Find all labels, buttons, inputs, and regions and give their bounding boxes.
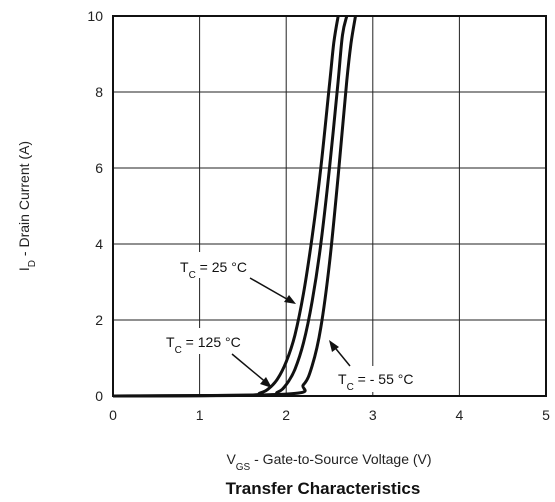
y-tick-label: 6: [95, 160, 103, 176]
x-tick-label: 5: [542, 407, 550, 423]
x-tick-label: 2: [282, 407, 290, 423]
curve-minus55c: [112, 15, 357, 398]
y-tick-label: 8: [95, 84, 103, 100]
y-tick-labels: 0 2 4 6 8 10: [87, 8, 103, 404]
y-tick-label: 10: [87, 8, 103, 24]
x-tick-label: 3: [369, 407, 377, 423]
svg-text:TC = - 55 °C: TC = - 55 °C: [338, 371, 413, 393]
x-tick-label: 4: [456, 407, 464, 423]
curves: [112, 15, 357, 398]
y-axis-label: ID - Drain Current (A): [16, 141, 38, 271]
y-tick-label: 0: [95, 388, 103, 404]
x-axis-label: VGS - Gate-to-Source Voltage (V): [226, 451, 431, 473]
y-tick-label: 2: [95, 312, 103, 328]
chart-title: Transfer Characteristics: [226, 479, 421, 498]
annotation-25c: TC = 25 °C: [176, 252, 296, 304]
x-tick-labels: 0 1 2 3 4 5: [109, 407, 550, 423]
annotation-minus55c: TC = - 55 °C: [329, 340, 442, 393]
x-tick-label: 0: [109, 407, 117, 423]
y-tick-label: 4: [95, 236, 103, 252]
svg-text:TC = 25 °C: TC = 25 °C: [180, 259, 247, 281]
svg-text:TC = 125 °C: TC = 125 °C: [166, 334, 241, 356]
plot-frame: [112, 15, 547, 397]
annotation-125c: TC = 125 °C: [162, 328, 272, 388]
x-tick-label: 1: [196, 407, 204, 423]
